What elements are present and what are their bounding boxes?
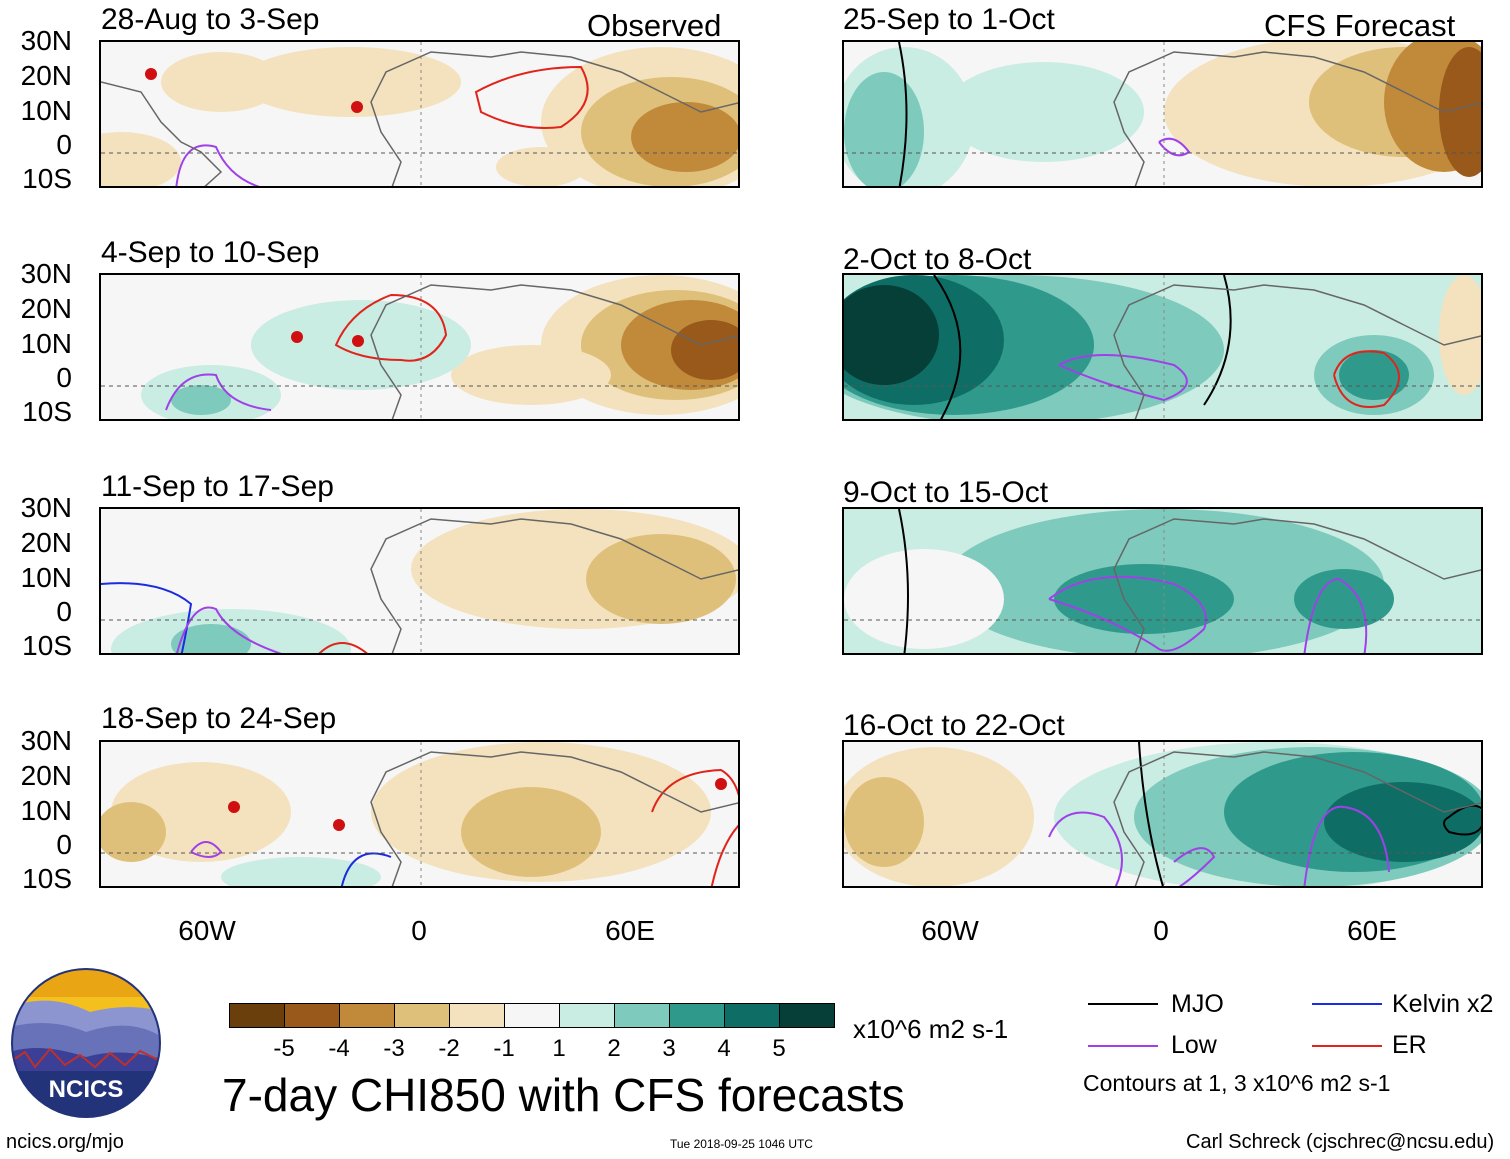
colorbar-tick-label: -3 xyxy=(383,1035,405,1062)
lat-label: 10S xyxy=(22,630,72,661)
lat-label: 10S xyxy=(22,163,72,194)
colorbar-swatch xyxy=(724,1003,780,1028)
legend-label-er: ER xyxy=(1392,1031,1427,1059)
panel-title: 2-Oct to 8-Oct xyxy=(843,243,1032,276)
legend-line-kelvin xyxy=(1312,1003,1382,1005)
colorbar-tick-label: 5 xyxy=(772,1035,786,1062)
lat-label: 20N xyxy=(20,527,72,558)
lat-label: 10N xyxy=(20,562,72,593)
ncics-logo: NCICS xyxy=(10,967,162,1119)
map-panel-observed-4 xyxy=(99,740,740,888)
lon-label: 60W xyxy=(178,915,236,946)
colorbar-tick-label: -5 xyxy=(273,1035,295,1062)
panel-title: 28-Aug to 3-Sep xyxy=(101,3,320,36)
storm-icon xyxy=(352,335,364,347)
colorbar-swatch xyxy=(669,1003,725,1028)
storm-icon xyxy=(228,801,240,813)
panel-title: 9-Oct to 15-Oct xyxy=(843,476,1049,509)
panel-title: 18-Sep to 24-Sep xyxy=(101,702,337,735)
lat-label: 30N xyxy=(20,492,72,523)
colorbar-tick-label: 2 xyxy=(607,1035,621,1062)
map-panel-forecast-4 xyxy=(842,740,1483,888)
footer-url: ncics.org/mjo xyxy=(6,1131,124,1153)
lat-label: 20N xyxy=(20,60,72,91)
legend-label-kelvin: Kelvin x2 xyxy=(1392,990,1494,1018)
lon-label: 0 xyxy=(1153,915,1169,946)
colorbar-swatch xyxy=(229,1003,285,1028)
map-panel-forecast-3 xyxy=(842,507,1483,655)
lon-label: 0 xyxy=(411,915,427,946)
panel-title: 11-Sep to 17-Sep xyxy=(101,470,334,503)
colorbar-tick-label: -4 xyxy=(328,1035,350,1062)
colorbar-swatch xyxy=(449,1003,505,1028)
lon-label: 60E xyxy=(605,915,655,946)
lat-label: 10S xyxy=(22,396,72,427)
colorbar-swatch xyxy=(284,1003,340,1028)
panel-title: 4-Sep to 10-Sep xyxy=(101,236,320,269)
lat-label: 30N xyxy=(20,258,72,289)
storm-icon xyxy=(351,101,363,113)
lat-label: 0 xyxy=(56,829,72,860)
legend-line-mjo xyxy=(1088,1003,1158,1005)
map-panel-observed-3 xyxy=(99,507,740,655)
lat-label: 10N xyxy=(20,328,72,359)
lon-label: 60E xyxy=(1347,915,1397,946)
colorbar-swatch xyxy=(339,1003,395,1028)
legend-line-low xyxy=(1088,1045,1158,1047)
panel-title: 16-Oct to 22-Oct xyxy=(843,709,1065,742)
lat-label: 10S xyxy=(22,863,72,894)
lon-label: 60W xyxy=(921,915,979,946)
map-panel-forecast-2 xyxy=(842,273,1483,421)
legend-label-low: Low xyxy=(1171,1031,1217,1059)
legend-label-mjo: MJO xyxy=(1171,990,1224,1018)
storm-icon xyxy=(715,778,727,790)
contour-note: Contours at 1, 3 x10^6 m2 s-1 xyxy=(1083,1070,1391,1096)
colorbar-swatch xyxy=(779,1003,835,1028)
lat-label: 0 xyxy=(56,596,72,627)
lat-label: 10N xyxy=(20,95,72,126)
colorbar-swatch xyxy=(504,1003,560,1028)
lat-label: 0 xyxy=(56,129,72,160)
lat-label: 30N xyxy=(20,725,72,756)
lat-label: 20N xyxy=(20,293,72,324)
storm-icon xyxy=(145,68,157,80)
lat-label: 30N xyxy=(20,25,72,56)
storm-icon xyxy=(291,331,303,343)
colorbar-tick-label: -1 xyxy=(493,1035,515,1062)
footer-timestamp: Tue 2018-09-25 1046 UTC xyxy=(670,1137,813,1151)
panel-title: 25-Sep to 1-Oct xyxy=(843,3,1055,36)
map-panel-forecast-1 xyxy=(842,40,1483,188)
colorbar-tick-label: 1 xyxy=(552,1035,566,1062)
storm-icon xyxy=(333,819,345,831)
colorbar-tick-label: 3 xyxy=(662,1035,676,1062)
footer-credit: Carl Schreck (cjschrec@ncsu.edu) xyxy=(1186,1131,1495,1153)
colorbar-swatch xyxy=(614,1003,670,1028)
colorbar-swatch xyxy=(559,1003,615,1028)
lat-label: 10N xyxy=(20,795,72,826)
legend-line-er xyxy=(1312,1045,1382,1047)
observed-label: Observed xyxy=(587,8,722,43)
map-panel-observed-2 xyxy=(99,273,740,421)
lat-label: 0 xyxy=(56,362,72,393)
cfs-forecast-label: CFS Forecast xyxy=(1264,8,1456,43)
map-panel-observed-1 xyxy=(99,40,740,188)
logo-text: NCICS xyxy=(49,1076,124,1103)
lat-label: 20N xyxy=(20,760,72,791)
colorbar-swatch xyxy=(394,1003,450,1028)
colorbar-tick-label: 4 xyxy=(717,1035,731,1062)
colorbar-tick-label: -2 xyxy=(438,1035,460,1062)
colorbar-units: x10^6 m2 s-1 xyxy=(853,1014,1009,1044)
figure-title: 7-day CHI850 with CFS forecasts xyxy=(222,1069,905,1121)
